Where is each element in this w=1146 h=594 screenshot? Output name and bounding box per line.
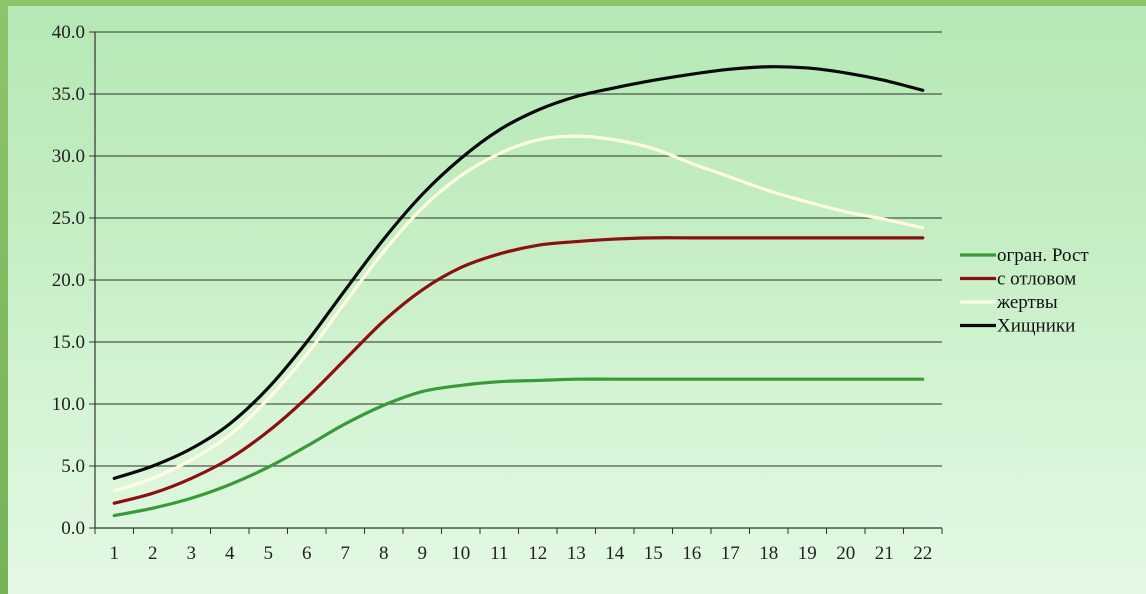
- x-tick-label: 5: [264, 543, 274, 564]
- x-tick-label: 21: [875, 543, 894, 564]
- x-tick-label: 9: [418, 543, 428, 564]
- y-tick-label: 25.0: [52, 208, 85, 229]
- x-axis-ticks: 1 2 3 4 5 6 7 8 9 10 11 12 13 14 15 16 17 18 19 20 21 22: [95, 528, 942, 564]
- x-tick-label: 2: [148, 543, 158, 564]
- x-tick-label: 10: [451, 543, 470, 564]
- x-tick-label: 17: [721, 543, 740, 564]
- legend-label: жертвы: [996, 292, 1058, 313]
- x-tick-label: 22: [913, 543, 932, 564]
- y-tick-label: 15.0: [52, 332, 85, 353]
- y-axis-ticks: 0.0 5.0 10.0 15.0 20.0 25.0 30.0 35.0 40.0: [52, 22, 95, 539]
- x-tick-label: 4: [225, 543, 235, 564]
- y-tick-label: 10.0: [52, 394, 85, 415]
- x-tick-label: 20: [836, 543, 855, 564]
- series-line-4: [114, 67, 923, 479]
- x-tick-label: 18: [759, 543, 778, 564]
- legend-label: Хищники: [997, 316, 1075, 337]
- x-tick-label: 6: [302, 543, 312, 564]
- y-tick-label: 35.0: [52, 84, 85, 105]
- x-tick-label: 12: [528, 543, 547, 564]
- legend-label: с отловом: [997, 269, 1076, 290]
- x-tick-label: 15: [644, 543, 663, 564]
- x-tick-label: 8: [379, 543, 389, 564]
- x-tick-label: 11: [490, 543, 508, 564]
- series-lines: [114, 67, 923, 516]
- x-tick-label: 13: [567, 543, 586, 564]
- y-tick-label: 40.0: [52, 22, 85, 43]
- legend-label: огран. Рост: [997, 245, 1089, 266]
- y-tick-label: 30.0: [52, 146, 85, 167]
- series-line-1: [114, 379, 923, 515]
- y-tick-label: 20.0: [52, 270, 85, 291]
- y-tick-label: 5.0: [61, 456, 85, 477]
- x-tick-label: 1: [110, 543, 120, 564]
- series-line-2: [114, 238, 923, 503]
- x-tick-label: 19: [798, 543, 817, 564]
- y-tick-label: 0.0: [61, 518, 85, 539]
- x-tick-label: 7: [341, 543, 351, 564]
- x-tick-label: 16: [682, 543, 701, 564]
- series-line-3: [114, 136, 923, 491]
- x-tick-label: 3: [187, 543, 197, 564]
- x-tick-label: 14: [605, 543, 625, 564]
